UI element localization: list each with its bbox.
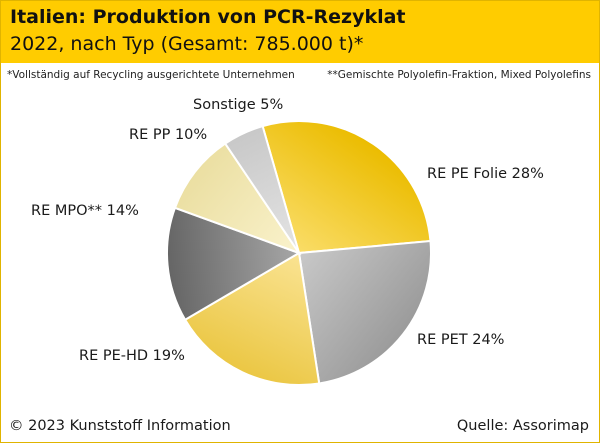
slice-label-re-mpo: RE MPO** 14%	[31, 203, 139, 219]
chart-title: Italien: Produktion von PCR-Rezyklat	[10, 6, 406, 28]
footnote-mpo: **Gemischte Polyolefin-Fraktion, Mixed P…	[327, 69, 591, 81]
footnote-companies: *Vollständig auf Recycling ausgerichtete…	[7, 69, 295, 81]
pie-slices	[166, 120, 432, 386]
pie-slice-re-pe-folie	[261, 120, 432, 255]
chart-subtitle: 2022, nach Typ (Gesamt: 785.000 t)*	[10, 33, 364, 55]
slice-label-re-pe-folie: RE PE Folie 28%	[427, 166, 544, 182]
pie-slice-re-pp	[173, 142, 302, 255]
pie-slice-re-pe-hd	[183, 251, 321, 386]
copyright-text: © 2023 Kunststoff Information	[9, 418, 231, 434]
pie-slice-re-pet	[297, 239, 432, 385]
chart-header: Italien: Produktion von PCR-Rezyklat 202…	[1, 1, 599, 63]
slice-label-re-pp: RE PP 10%	[129, 127, 207, 143]
pie-slice-re-mpo	[166, 206, 302, 322]
slice-label-re-pet: RE PET 24%	[417, 332, 504, 348]
slice-label-sonstige: Sonstige 5%	[193, 97, 283, 113]
pie-slice-sonstige	[223, 124, 300, 254]
slice-label-re-pe-hd: RE PE-HD 19%	[79, 348, 185, 364]
source-text: Quelle: Assorimap	[456, 418, 589, 434]
pie-labels: RE PE Folie 28% RE PET 24% RE PE-HD 19% RE …	[31, 97, 544, 364]
